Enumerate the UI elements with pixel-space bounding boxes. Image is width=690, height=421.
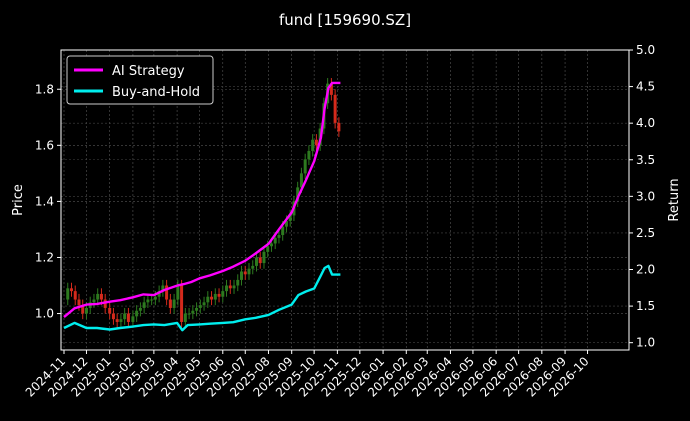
candle-body	[172, 299, 176, 308]
candle-body	[108, 307, 112, 314]
candle-body	[96, 293, 100, 300]
legend-label-ai-strategy: AI Strategy	[112, 64, 185, 79]
candle-body	[66, 288, 70, 300]
candle-body	[333, 94, 337, 123]
candle-body	[288, 215, 292, 222]
candle-body	[126, 313, 130, 322]
candle-body	[176, 285, 180, 300]
candle-body	[254, 257, 258, 266]
candle-body	[157, 291, 161, 297]
series-line-ai-strategy	[63, 81, 341, 319]
y-tick-label-right: 1.0	[636, 336, 655, 350]
candle-body	[183, 313, 187, 322]
legend-box	[66, 55, 214, 105]
candle-body	[115, 319, 119, 322]
candle-body	[228, 285, 232, 289]
candle-body	[217, 293, 221, 297]
candle-body	[299, 173, 303, 188]
candle-body	[119, 319, 123, 322]
candle-body	[161, 285, 165, 292]
candle-body	[81, 305, 85, 314]
candle-body	[77, 299, 81, 306]
candle-body	[273, 237, 277, 244]
candle-body	[168, 299, 172, 308]
candle-body	[314, 139, 318, 146]
candle-body	[247, 268, 251, 275]
candle-body	[165, 285, 169, 300]
candle-body	[146, 299, 150, 303]
line-series	[63, 81, 341, 332]
candle-body	[296, 187, 300, 202]
candle-body	[225, 285, 229, 292]
candle-body	[277, 235, 281, 238]
candle-body	[251, 265, 255, 269]
candle-body	[202, 302, 206, 306]
candle-body	[150, 299, 154, 301]
candle-body	[206, 296, 210, 303]
y-tick-label-right: 2.0	[636, 263, 655, 277]
candle-body	[195, 307, 199, 311]
candle-body	[123, 313, 127, 320]
x-axis: 2024-112024-122025-012025-022025-032025-…	[23, 350, 592, 400]
candle-body	[240, 271, 244, 280]
y-axis-left: 1.0 1.2 1.4 1.6 1.8	[35, 82, 61, 321]
legend-label-buy-and-hold: Buy-and-Hold	[112, 85, 200, 100]
candle-body	[153, 296, 157, 300]
y-tick-label-left: 1.8	[35, 82, 54, 96]
candle-body	[103, 299, 107, 308]
candle-body	[210, 296, 214, 300]
candle-body	[111, 313, 115, 320]
y-tick-label-right: 5.0	[636, 43, 655, 57]
candle-body	[138, 307, 142, 311]
candle-body	[213, 293, 217, 300]
candle-body	[266, 246, 270, 252]
y-tick-label-right: 4.0	[636, 116, 655, 130]
plot-frame	[60, 49, 630, 351]
y-axis-left-label: Price	[11, 184, 26, 216]
series-line-buy-and-hold	[63, 264, 341, 332]
y-axis-right-label: Return	[667, 178, 682, 221]
candle-body	[92, 299, 96, 303]
candle-body	[284, 221, 288, 227]
y-tick-label-right: 3.0	[636, 189, 655, 203]
candle-body	[243, 271, 247, 275]
legend: AI Strategy Buy-and-Hold	[66, 55, 214, 105]
candle-body	[191, 310, 195, 314]
candle-body	[221, 291, 225, 297]
candle-body	[329, 83, 333, 95]
candle-body	[135, 310, 139, 317]
candle-body	[142, 302, 146, 308]
candle-body	[99, 293, 103, 300]
candle-body	[180, 285, 184, 322]
candle-body	[311, 139, 315, 151]
y-tick-label-right: 4.5	[636, 80, 655, 94]
y-tick-label-right: 1.5	[636, 299, 655, 313]
y-tick-label-left: 1.0	[35, 307, 54, 321]
candle-body	[337, 122, 341, 132]
y-tick-label-right: 3.5	[636, 153, 655, 167]
candle-body	[236, 279, 240, 286]
candle-body	[269, 243, 273, 247]
candlestick-series	[66, 78, 341, 328]
candle-body	[187, 313, 191, 315]
candle-body	[69, 288, 73, 292]
candle-body	[262, 251, 266, 264]
candle-body	[73, 291, 77, 300]
candle-body	[258, 257, 262, 264]
candle-body	[198, 305, 202, 308]
y-tick-label-right: 2.5	[636, 226, 655, 240]
y-tick-label-left: 1.2	[35, 250, 54, 264]
chart-title: fund [159690.SZ]	[279, 11, 411, 29]
candle-body	[232, 285, 236, 289]
y-axis-right: 1.0 1.5 2.0 2.5 3.0 3.5 4.0 4.5 5.0	[629, 43, 655, 350]
y-tick-label-left: 1.4	[35, 194, 54, 208]
y-tick-label-left: 1.6	[35, 138, 54, 152]
candle-body	[84, 307, 88, 314]
candle-body	[131, 316, 135, 322]
candle-body	[281, 226, 285, 236]
candle-body	[303, 159, 307, 174]
candle-body	[307, 150, 311, 160]
